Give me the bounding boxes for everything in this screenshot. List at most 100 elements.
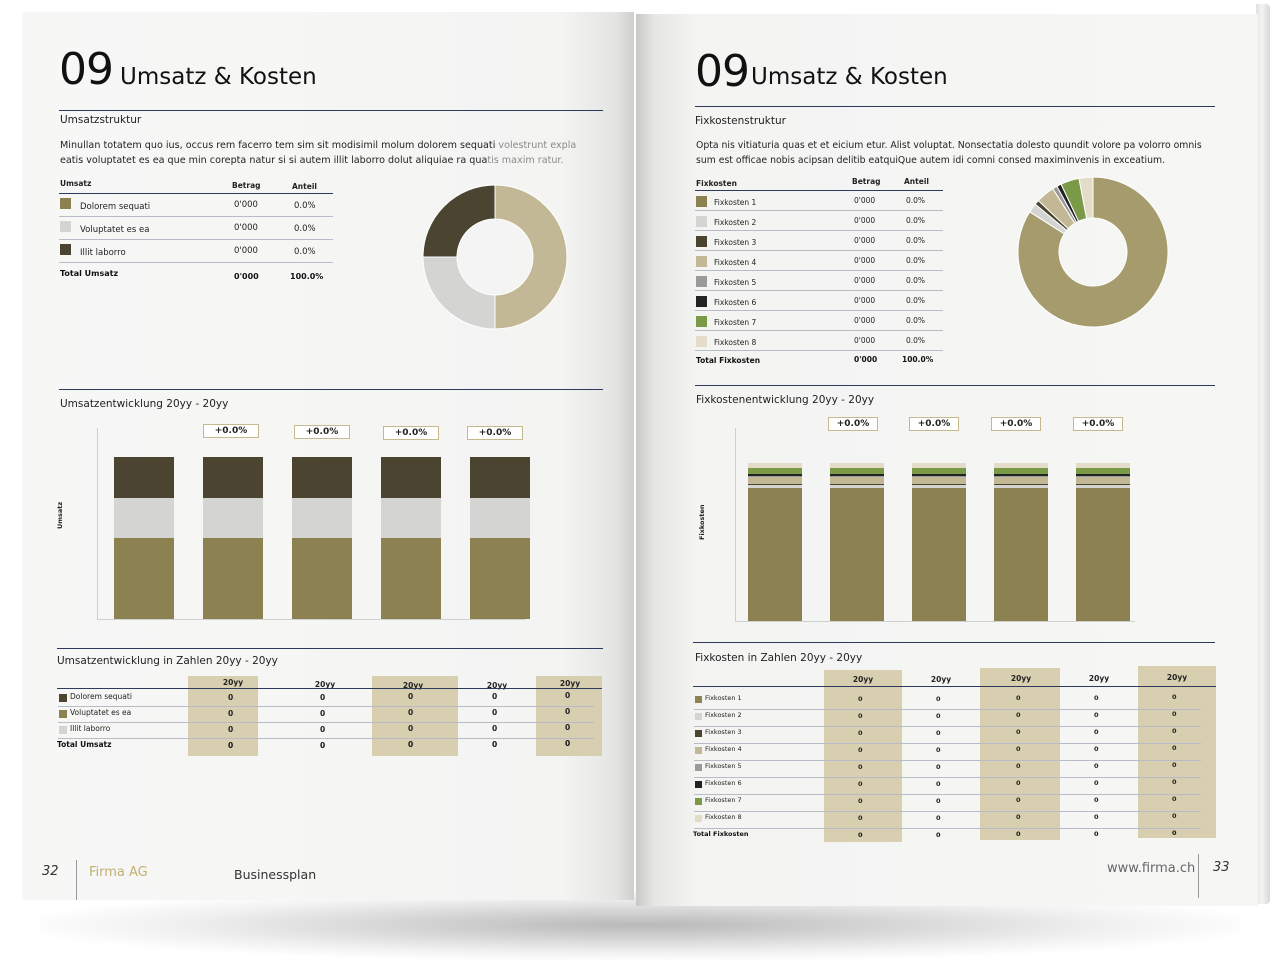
column-header: 20yy <box>930 675 952 684</box>
total-cell: 0 <box>492 739 498 749</box>
umsatz-bar-segment <box>203 497 263 538</box>
row-divider <box>694 760 1201 761</box>
fixkosten-bar-segment <box>994 474 1048 476</box>
umsatz-bar-segment <box>292 538 352 619</box>
fixkosten-bar-segment <box>1076 483 1130 486</box>
row-label: Fixkosten 8 <box>705 813 742 821</box>
fixkosten-bar-segment <box>912 474 966 476</box>
x-axis <box>735 621 1135 622</box>
chapter-number: 09 <box>695 46 750 97</box>
column-highlight <box>372 676 458 756</box>
table-cell: 0 <box>228 709 234 718</box>
row-label: Fixkosten 7 <box>705 796 742 804</box>
total-cell: 0 <box>858 831 863 839</box>
legend-swatch <box>696 316 707 327</box>
table-row-share: 0.0% <box>906 276 926 285</box>
paragraph-text: volestrunt expla <box>498 140 577 151</box>
table-header: Betrag <box>852 177 881 186</box>
umsatz-bar-segment <box>203 538 263 619</box>
table-cell: 0 <box>858 712 863 720</box>
page-number: 32 <box>42 864 59 879</box>
table-cell: 0 <box>858 780 863 788</box>
table-row-value: 0'000 <box>854 236 876 245</box>
divider <box>695 385 1215 386</box>
column-header: 20yy <box>852 675 874 684</box>
growth-label: +0.0% <box>828 417 878 431</box>
total-cell: 0 <box>1094 829 1099 838</box>
row-divider <box>694 794 1201 795</box>
fixkosten-bar-segment <box>830 467 884 475</box>
row-label: Fixkosten 2 <box>705 711 742 719</box>
umsatz-bar-segment <box>381 457 441 498</box>
fixkosten-bar-segment <box>912 485 966 489</box>
table-header: Anteil <box>292 182 317 191</box>
table-cell: 0 <box>408 692 414 701</box>
table-cell: 0 <box>320 692 326 702</box>
growth-label: +0.0% <box>1073 417 1123 431</box>
row-divider <box>58 722 594 723</box>
row-label: Fixkosten 1 <box>705 694 742 702</box>
table-cell: 0 <box>1016 779 1021 787</box>
fixkosten-bar-segment <box>912 463 966 468</box>
column-header: 20yy <box>402 681 424 690</box>
row-divider <box>695 350 943 351</box>
legend-swatch <box>59 710 67 718</box>
fixkosten-bar-segment <box>994 485 1048 489</box>
column-header: 20yy <box>559 679 581 688</box>
fixkosten-bar-segment <box>748 475 802 478</box>
total-cell: 0 <box>565 739 571 748</box>
table-cell: 0 <box>1094 727 1099 736</box>
divider <box>59 193 333 194</box>
footer-divider <box>1198 854 1199 898</box>
legend-swatch <box>695 747 702 754</box>
table-row-value: 0'000 <box>854 316 876 325</box>
row-divider <box>694 777 1201 778</box>
fixkosten-bar-segment <box>748 477 802 484</box>
legend-swatch <box>695 781 702 788</box>
table-cell: 0 <box>1172 812 1177 820</box>
section-heading: Umsatzstruktur <box>60 114 142 126</box>
intro-paragraph: Minullan totatem quo ius, occus rem face… <box>60 138 620 168</box>
row-divider <box>694 811 1201 812</box>
legend-swatch <box>60 221 71 232</box>
table-row-label: Fixkosten 3 <box>714 238 757 247</box>
fixkosten-bar-segment <box>1076 485 1130 489</box>
table-cell: 0 <box>1172 778 1177 786</box>
legend-swatch <box>59 694 67 702</box>
fixkosten-bar-segment <box>1076 463 1130 468</box>
table-row-value: 0'000 <box>854 296 876 305</box>
chapter-number: 09 <box>59 44 114 95</box>
table-row-value: 0'000 <box>854 256 876 265</box>
table-total-value: 0'000 <box>234 272 259 281</box>
row-label: Fixkosten 5 <box>705 762 742 770</box>
row-divider <box>694 709 1201 710</box>
paragraph-text: sum est officae nobis acipsan delitib ea… <box>696 155 1166 166</box>
legend-swatch <box>696 236 707 247</box>
legend-swatch <box>696 216 707 227</box>
table-cell: 0 <box>936 711 941 720</box>
row-label: Illit laborro <box>70 724 111 733</box>
legend-swatch <box>695 764 702 771</box>
row-divider <box>695 270 943 271</box>
table-cell: 0 <box>1016 796 1021 804</box>
table-row-share: 0.0% <box>294 224 316 234</box>
row-divider <box>58 738 594 739</box>
total-label: Total Fixkosten <box>693 830 749 838</box>
umsatz-donut-chart <box>422 184 568 330</box>
table-row-share: 0.0% <box>906 336 926 345</box>
fixkosten-bar-segment <box>830 485 884 489</box>
table-row-label: Voluptatet es ea <box>80 225 150 235</box>
fixkosten-bar-segment <box>1076 474 1130 476</box>
fixkosten-bar-segment <box>912 477 966 484</box>
fixkosten-bar-segment <box>1076 467 1130 475</box>
table-cell: 0 <box>492 691 498 701</box>
footer-document: Businessplan <box>234 867 317 882</box>
table-cell: 0 <box>858 695 863 703</box>
table-row-value: 0'000 <box>234 200 258 210</box>
table-row-share: 0.0% <box>906 316 926 325</box>
row-divider <box>59 216 333 217</box>
table-cell: 0 <box>565 691 571 700</box>
row-divider <box>695 330 943 331</box>
umsatz-bar-segment <box>470 538 530 619</box>
table-cell: 0 <box>1016 694 1021 702</box>
